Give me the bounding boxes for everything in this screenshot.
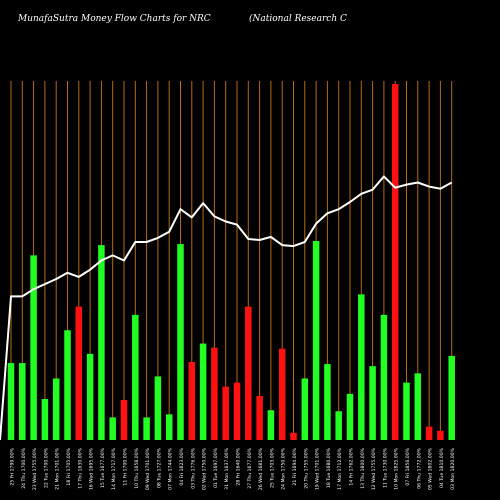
- money-flow-bar-up: [165, 414, 173, 440]
- money-flow-bar-up: [177, 244, 184, 440]
- x-tick-label: 05 Wed 1802.00%: [428, 447, 434, 490]
- x-tick-label: 08 Tue 1727.00%: [156, 447, 162, 488]
- x-tick-label: 04 Tue 1810.00%: [439, 447, 445, 488]
- money-flow-bar-up: [143, 417, 150, 440]
- x-tick-label: 19 Wed 1701.00%: [315, 447, 321, 490]
- money-flow-bar-up: [346, 393, 354, 440]
- x-tick-label: 13 Thu 1800.00%: [360, 447, 366, 488]
- money-flow-bar-up: [312, 241, 320, 440]
- money-flow-bar-down: [290, 432, 297, 440]
- x-tick-label: 18 Fri 1705.00%: [66, 447, 72, 485]
- x-tick-label: 10 Thu 1658.00%: [134, 447, 140, 488]
- x-tick-label: 17 Thu 1630.00%: [77, 447, 83, 488]
- x-tick-label: 07 Mon 1744.00%: [168, 447, 174, 489]
- money-flow-bar-up: [301, 378, 309, 440]
- money-flow-bar-down: [233, 382, 241, 440]
- x-tick-label: 21 Fri 1694.00%: [292, 447, 298, 485]
- price-line: [0, 175, 453, 441]
- money-flow-bar-up: [267, 410, 275, 440]
- money-flow-bar-up: [52, 378, 60, 440]
- money-flow-bar-up: [199, 343, 207, 440]
- money-flow-bar-down: [75, 306, 83, 440]
- money-flow-bar-down: [222, 386, 229, 440]
- chart-title: MunafaSutra Money Flow Charts for NRC: [18, 14, 211, 24]
- x-tick-label: 20 Thu 1755.00%: [303, 447, 309, 488]
- money-flow-bar-up: [335, 411, 342, 440]
- money-flow-bar-up: [64, 330, 71, 440]
- money-flow-bar-up: [109, 417, 116, 440]
- x-tick-label: 04 Fri 1823.00%: [179, 447, 185, 485]
- money-flow-bar-down: [437, 430, 444, 440]
- x-tick-label: 03 Mon 1820.00%: [450, 447, 456, 489]
- money-flow-bar-down: [278, 348, 286, 440]
- money-flow-bar-down: [188, 362, 196, 440]
- money-flow-bar-up: [98, 245, 105, 440]
- x-tick-label: 11 Tue 1730.00%: [382, 447, 388, 488]
- x-tick-label: 24 Thu 1700.00%: [21, 447, 27, 488]
- money-flow-bar-up: [380, 314, 388, 440]
- x-tick-label: 28 Fri 1640.00%: [236, 447, 242, 485]
- money-flow-bar-down: [211, 347, 218, 440]
- x-tick-label: 12 Wed 1755.00%: [371, 447, 377, 490]
- x-tick-label: 14 Fri 1762.00%: [349, 447, 355, 485]
- money-flow-bar-up: [132, 314, 139, 440]
- money-flow-bar-up: [358, 294, 365, 440]
- money-flow-bar-up: [7, 363, 15, 440]
- x-tick-label: 24 Mon 1750.00%: [281, 447, 287, 489]
- x-tick-label: 21 Mon 1701.00%: [55, 447, 61, 489]
- money-flow-bar-down: [245, 306, 252, 440]
- money-flow-bar-up: [448, 355, 455, 440]
- x-tick-label: 10 Mon 1825.00%: [394, 447, 400, 489]
- x-tick-label: 09 Wed 1701.00%: [145, 447, 151, 490]
- money-flow-bar-up: [414, 373, 422, 440]
- chart-company-name: (National Research C: [249, 14, 347, 24]
- money-flow-bar-up: [19, 363, 26, 440]
- x-tick-label: 11 Fri 1700.00%: [123, 447, 129, 485]
- x-tick-label: 25 Fri 1799.00%: [10, 447, 16, 485]
- money-flow-bar-up: [154, 376, 162, 440]
- money-flow-bar-down: [425, 426, 433, 440]
- x-tick-label: 27 Thu 1677.00%: [247, 447, 253, 488]
- x-tick-label: 26 Wed 1681.00%: [258, 447, 264, 490]
- x-axis-labels: 25 Fri 1799.00% 24 Thu 1700.00% 23 Wed 175…: [10, 447, 457, 490]
- x-tick-label: 23 Wed 1755.00%: [32, 447, 38, 490]
- x-tick-label: 01 Tue 1697.00%: [213, 447, 219, 488]
- x-tick-label: 16 Wed 1695.00%: [89, 447, 95, 490]
- money-flow-bar-down: [391, 84, 399, 440]
- money-flow-bar-up: [403, 382, 410, 440]
- x-tick-label: 18 Tue 1680.00%: [326, 447, 332, 488]
- money-flow-bar-up: [369, 366, 376, 440]
- x-tick-label: 17 Mon 1712.00%: [337, 447, 343, 489]
- x-tick-label: 07 Fri 1856.00%: [405, 447, 411, 485]
- price-line-layer: [0, 175, 453, 441]
- x-tick-label: 06 Thu 1772.00%: [416, 447, 422, 488]
- money-flow-bars: [7, 84, 455, 440]
- money-flow-bar-up: [86, 353, 94, 440]
- money-flow-bar-up: [41, 398, 49, 440]
- money-flow-bar-down: [120, 399, 128, 440]
- x-tick-label: 02 Wed 1750.00%: [202, 447, 208, 490]
- x-tick-label: 22 Tue 1700.00%: [43, 447, 49, 488]
- x-tick-label: 25 Tue 1703.00%: [269, 447, 275, 488]
- x-tick-label: 14 Mon 1717.00%: [111, 447, 117, 489]
- x-tick-label: 31 Mon 1637.00%: [224, 447, 230, 489]
- money-flow-bar-down: [256, 395, 263, 440]
- x-tick-label: 03 Thu 1776.00%: [190, 447, 196, 488]
- x-tick-label: 15 Tue 1677.00%: [100, 447, 106, 488]
- money-flow-bar-up: [30, 255, 37, 440]
- money-flow-bar-up: [324, 364, 331, 440]
